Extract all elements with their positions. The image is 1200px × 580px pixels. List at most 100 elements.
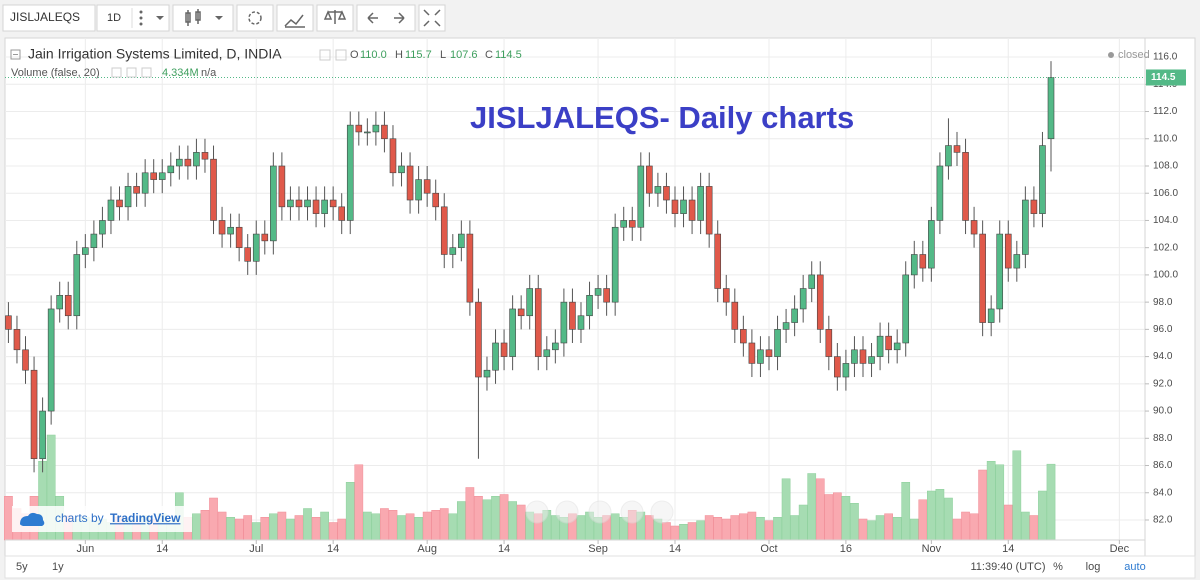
ohlc-label: H <box>395 49 403 61</box>
volume-bar <box>927 490 936 541</box>
zoom-in-btn[interactable] <box>620 500 644 524</box>
volume-bar <box>1046 463 1056 541</box>
candle-body <box>782 322 790 330</box>
volume-bar <box>713 517 723 541</box>
volume-bar <box>892 517 902 541</box>
candle-body <box>774 329 781 357</box>
candle-body <box>133 186 140 194</box>
volume-bar <box>824 494 834 541</box>
candle-body <box>261 233 269 242</box>
y-tick-label: 110.0 <box>1153 133 1178 144</box>
candle-body <box>936 165 944 221</box>
x-tick-label: 14 <box>669 543 681 555</box>
volume-bar <box>884 513 893 541</box>
volume-bar <box>380 508 389 541</box>
candle-body <box>560 301 568 344</box>
volume-bar <box>858 518 868 541</box>
candle-body <box>722 288 730 303</box>
legend-icon <box>111 67 122 78</box>
ohlc-value: 107.6 <box>450 49 478 61</box>
caret <box>156 16 164 20</box>
candle-body <box>82 247 89 255</box>
volume-bar <box>901 482 911 541</box>
volume-bar <box>431 510 441 541</box>
volume-bar <box>414 517 423 541</box>
percent-button[interactable]: % <box>1053 561 1063 573</box>
candle-body <box>398 165 405 174</box>
x-tick-label: 14 <box>1002 543 1014 555</box>
volume-bar <box>294 515 304 541</box>
candle-body <box>364 131 371 134</box>
legend-icon <box>141 67 152 78</box>
auto-button[interactable]: auto <box>1124 561 1145 573</box>
candle-body <box>1013 254 1021 269</box>
candle-body <box>389 138 397 174</box>
ohlc-value: 114.5 <box>495 49 522 61</box>
watermark: charts by TradingView <box>12 506 192 532</box>
candle-body <box>714 233 722 289</box>
candle-body <box>688 199 696 221</box>
volume-bar <box>362 511 372 541</box>
x-tick-label: Aug <box>417 543 437 555</box>
ohlc-label: C <box>485 49 493 61</box>
candle-body <box>321 199 328 214</box>
candle-body <box>851 349 858 364</box>
volume-bar <box>286 518 295 541</box>
candle-body <box>509 308 516 357</box>
volume-bar <box>576 515 586 541</box>
volume-bar <box>721 518 731 541</box>
candle-body <box>210 158 217 221</box>
dot <box>139 16 143 20</box>
settings-box[interactable] <box>236 4 274 32</box>
candle-body <box>765 349 773 357</box>
candle-body <box>99 220 106 235</box>
candle-body <box>987 308 995 323</box>
last-price-label: 114.5 <box>1151 72 1176 83</box>
log-button[interactable]: log <box>1086 561 1101 573</box>
watermark-brand[interactable]: TradingView <box>110 511 181 525</box>
range-button[interactable]: 5y <box>16 561 28 573</box>
range-button[interactable]: 1y <box>52 561 64 573</box>
interval-box[interactable] <box>96 4 170 32</box>
candle-body <box>338 206 346 221</box>
volume-bar <box>465 487 475 541</box>
y-tick-label: 116.0 <box>1153 52 1178 63</box>
candle-body <box>304 199 311 208</box>
candle-body <box>517 308 525 317</box>
volume-ma: n/a <box>201 67 217 79</box>
y-tick-label: 112.0 <box>1153 106 1178 117</box>
collapse-icon[interactable] <box>10 49 21 60</box>
volume-bar <box>345 482 355 541</box>
chart-type-box[interactable] <box>172 4 234 32</box>
volume-bar <box>405 513 415 541</box>
undo-redo-box[interactable] <box>356 4 416 32</box>
candle-body <box>748 342 756 364</box>
volume-bar <box>209 497 218 541</box>
volume-bar <box>303 508 312 541</box>
y-tick-label: 108.0 <box>1153 161 1178 172</box>
footer-bar <box>4 555 1196 579</box>
x-tick-label: Jun <box>76 543 94 555</box>
candle-body <box>73 254 81 317</box>
candle-body <box>329 199 337 208</box>
reset-btn[interactable] <box>588 500 612 524</box>
legend-title: Jain Irrigation Systems Limited, D, INDI… <box>28 46 282 62</box>
candle-body <box>979 233 986 323</box>
candle-body <box>697 186 704 221</box>
candle-body <box>1004 233 1012 269</box>
candle-body <box>671 199 679 214</box>
x-tick-label: 14 <box>327 543 339 555</box>
candle-body <box>184 158 192 167</box>
candle-body <box>415 179 422 201</box>
zoom-out-btn[interactable] <box>555 500 579 524</box>
candle-body <box>628 220 636 228</box>
scroll-btn[interactable] <box>525 500 549 524</box>
candle-body <box>534 288 542 357</box>
volume-bar <box>354 464 364 541</box>
candle-body <box>611 226 619 303</box>
scroll-btn[interactable] <box>650 500 674 524</box>
symbol-box[interactable] <box>2 4 96 32</box>
candle-body <box>167 165 175 174</box>
fullscreen-box[interactable] <box>418 4 446 32</box>
